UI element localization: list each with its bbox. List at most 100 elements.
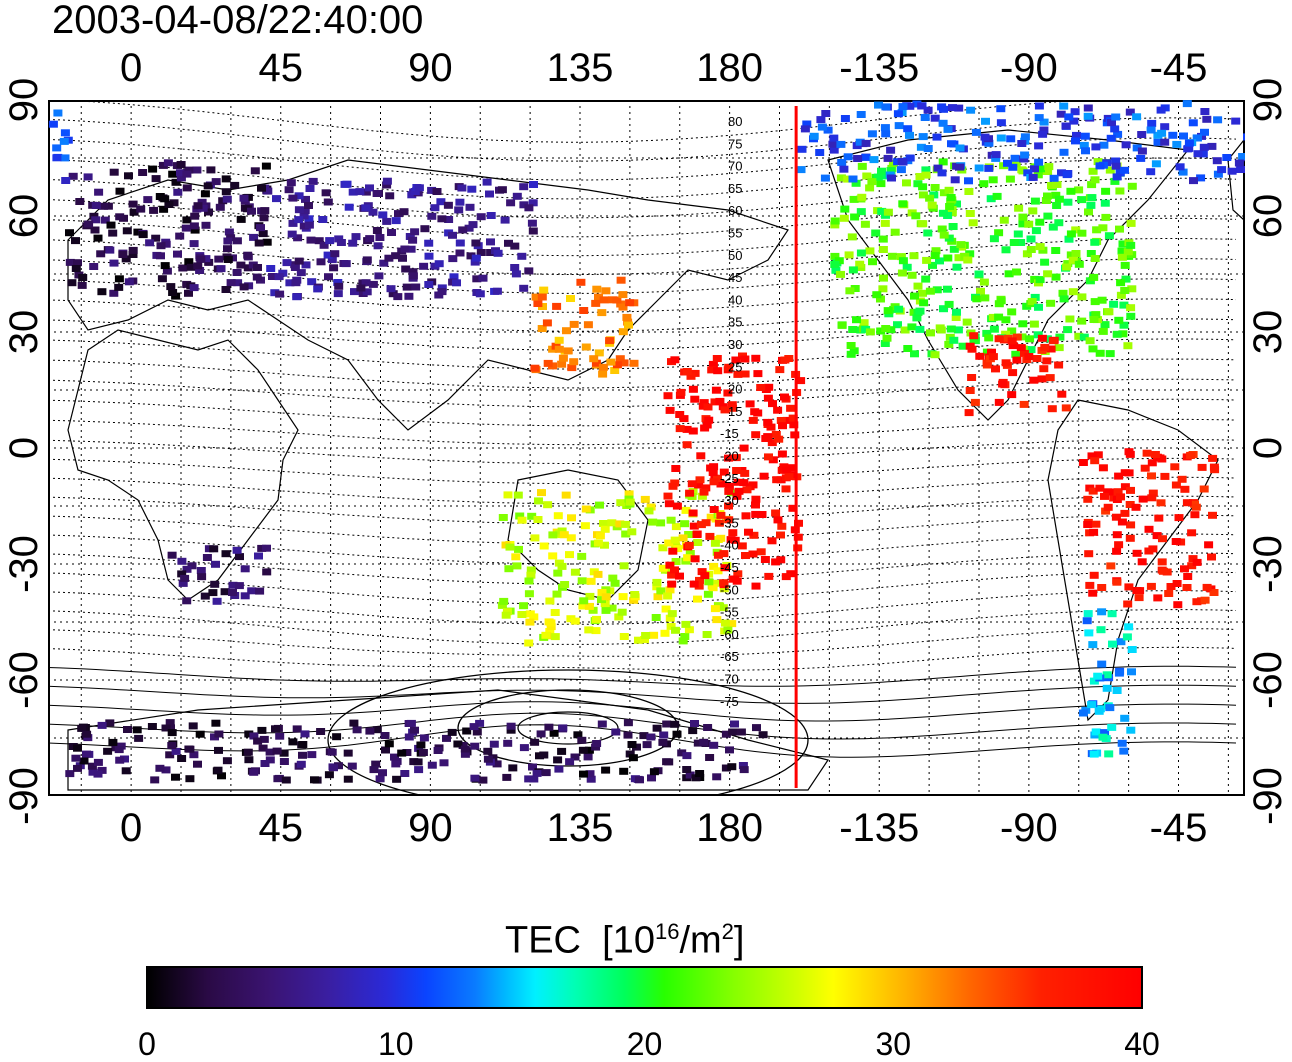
tec-cell (243, 748, 253, 756)
top-lon-tick: -90 (999, 46, 1058, 90)
tec-cell (589, 355, 599, 363)
tec-cell (449, 273, 459, 281)
tec-cell (211, 560, 220, 568)
tec-cell (734, 487, 744, 495)
tec-cell (247, 207, 256, 215)
tec-cell (697, 568, 707, 576)
tec-cell (989, 235, 999, 243)
tec-cell (1044, 163, 1054, 171)
tec-cell (1114, 541, 1124, 549)
tec-cell (316, 728, 326, 735)
tec-cell (837, 159, 847, 166)
tec-cell (224, 228, 234, 236)
tec-cell (378, 769, 387, 777)
tec-cell (348, 188, 358, 196)
tec-cell (777, 522, 787, 530)
tec-cell (751, 582, 761, 590)
tec-cell (1043, 168, 1053, 175)
tec-cell (846, 350, 856, 358)
magnetic-contour (48, 552, 1237, 585)
tec-cell (519, 183, 529, 191)
tec-cell (913, 180, 923, 188)
tec-cell (427, 212, 437, 220)
tec-cell (1087, 701, 1097, 709)
tec-cell (324, 273, 333, 281)
tec-cell (221, 175, 231, 183)
tec-cell (991, 154, 1001, 162)
tec-cell (259, 214, 269, 222)
tec-cell (576, 278, 586, 286)
tec-cell (410, 228, 420, 236)
tec-cell (1179, 132, 1188, 140)
tec-cell (437, 288, 447, 296)
tec-cell (519, 284, 529, 292)
tec-cell (1196, 174, 1206, 182)
tec-cell (476, 213, 486, 221)
tec-cell (898, 257, 908, 265)
tec-cell (719, 550, 729, 558)
tec-cell (859, 319, 869, 327)
tec-cell (1036, 165, 1045, 173)
tec-cell (737, 542, 747, 550)
tec-cell (460, 745, 470, 753)
tec-cell (1096, 626, 1106, 634)
tec-cell (261, 162, 271, 170)
tec-cell (249, 233, 259, 241)
magnetic-contour (48, 418, 1237, 446)
tec-cell (820, 174, 830, 182)
tec-cell (1037, 334, 1047, 342)
tec-cell (1192, 134, 1202, 142)
tec-cell (848, 326, 858, 333)
tec-cell (234, 582, 244, 590)
tec-cell (557, 360, 567, 368)
tec-cell (291, 279, 301, 287)
tec-cell (304, 215, 314, 223)
tec-cell (730, 575, 740, 583)
tec-cell (665, 614, 675, 622)
tec-cell (515, 512, 525, 520)
tec-cell (1024, 353, 1034, 360)
tec-cell (472, 275, 482, 283)
tec-cell (204, 258, 214, 266)
tec-cell (1107, 610, 1117, 618)
tec-cell (845, 287, 855, 295)
tec-cell (1140, 464, 1150, 472)
tec-cell (846, 342, 856, 349)
tec-cell (672, 730, 682, 738)
tec-cell (943, 254, 953, 262)
tec-cell (600, 600, 610, 608)
tec-cell (553, 512, 563, 520)
tec-cell (1121, 141, 1131, 149)
tec-cell (486, 238, 495, 246)
tec-cell (966, 106, 976, 114)
tec-cell (166, 283, 176, 291)
contour-label: 60 (728, 203, 742, 218)
tec-cell (1069, 117, 1079, 125)
tec-cell (681, 506, 691, 514)
tec-cell (1009, 239, 1019, 246)
bottom-lon-tick: 90 (408, 806, 453, 850)
tec-cell (1198, 150, 1208, 158)
tec-cell (475, 719, 485, 727)
tec-cell (65, 258, 75, 266)
tec-cell (898, 200, 908, 208)
tec-cell (294, 216, 304, 224)
tec-cell (1029, 376, 1039, 384)
tec-cell (567, 514, 576, 522)
tec-cell (1107, 119, 1116, 126)
tec-cell (740, 355, 750, 363)
tec-cell (537, 325, 547, 332)
tec-cell (208, 589, 218, 597)
tec-cell (880, 340, 890, 347)
tec-cell (468, 221, 478, 229)
tec-cell (1024, 220, 1034, 228)
tec-cell (1033, 171, 1043, 179)
tec-cell (222, 195, 232, 203)
tec-cell (1243, 133, 1245, 141)
tec-cell (1023, 169, 1033, 177)
tec-cell (591, 627, 601, 635)
tec-cell (1113, 130, 1123, 138)
tec-cell (549, 729, 559, 737)
tec-cell (554, 336, 564, 344)
tec-cell (272, 747, 282, 755)
